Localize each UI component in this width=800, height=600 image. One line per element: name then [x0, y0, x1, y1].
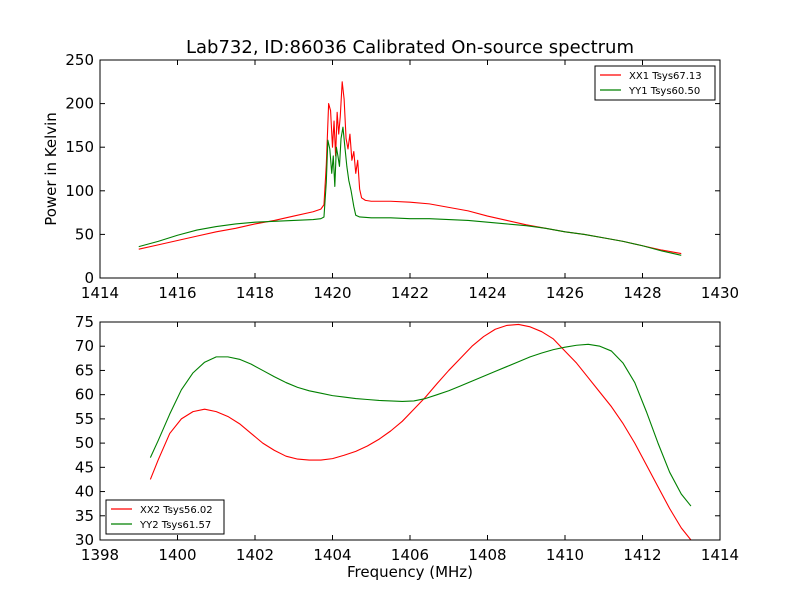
x-tick-label: 1428 — [623, 284, 661, 302]
x-tick-label: 1408 — [468, 546, 506, 564]
x-tick-label: 1422 — [391, 284, 429, 302]
y-tick-label: 45 — [75, 458, 94, 476]
x-tick-label: 1420 — [313, 284, 351, 302]
y-tick-label: 55 — [75, 410, 94, 428]
y-tick-label: 70 — [75, 337, 94, 355]
legend: XX1 Tsys67.13 YY1 Tsys60.50 — [594, 65, 716, 101]
x-tick-label: 1414 — [701, 546, 739, 564]
y-tick-label: 30 — [75, 531, 94, 549]
y-tick-label: 100 — [65, 182, 94, 200]
x-tick-label: 1398 — [81, 546, 119, 564]
bottom-spectrum-chart: 1398 1400 1402 1404 1406 1408 1410 1412 1414 30 35… — [75, 313, 739, 581]
x-tick-label: 1412 — [623, 546, 661, 564]
y-tick-label: 200 — [65, 95, 94, 113]
x-tick-label: 1416 — [158, 284, 196, 302]
legend: XX2 Tsys56.02 YY2 Tsys61.57 — [105, 499, 225, 535]
legend-label: XX2 Tsys56.02 — [140, 505, 213, 516]
figure-title: Lab732, ID:86036 Calibrated On-source sp… — [186, 37, 634, 58]
legend-box — [594, 65, 716, 101]
y-tick-label: 60 — [75, 386, 94, 404]
series-group — [138, 81, 682, 256]
legend-box — [105, 499, 225, 535]
y-tick-label: 50 — [75, 225, 94, 243]
legend-label: YY1 Tsys60.50 — [628, 86, 700, 97]
x-tick-label: 1418 — [236, 284, 274, 302]
x-axis-label: Frequency (MHz) — [347, 563, 473, 581]
x-tick-label: 1414 — [81, 284, 119, 302]
series-group — [149, 323, 692, 540]
x-tick-label: 1400 — [158, 546, 196, 564]
legend-label: YY2 Tsys61.57 — [139, 520, 211, 531]
x-tick-label: 1426 — [546, 284, 584, 302]
x-tick-label: 1402 — [236, 546, 274, 564]
x-tick-label: 1404 — [313, 546, 351, 564]
y-axis-label: Power in Kelvin — [42, 112, 60, 226]
x-tick-label: 1410 — [546, 546, 584, 564]
y-tick-label: 0 — [84, 269, 94, 287]
y-tick-label: 150 — [65, 138, 94, 156]
series-line-yy1 — [138, 126, 682, 256]
top-spectrum-chart: 1414 1416 1418 1420 1422 1424 1426 1428 1430 0 50 1… — [42, 51, 739, 302]
series-line-yy2 — [149, 343, 692, 507]
x-tick-label: 1424 — [468, 284, 506, 302]
y-tick-label: 250 — [65, 51, 94, 69]
y-tick-label: 65 — [75, 361, 94, 379]
x-tick-label: 1430 — [701, 284, 739, 302]
y-tick-label: 75 — [75, 313, 94, 331]
y-tick-label: 50 — [75, 434, 94, 452]
legend-label: XX1 Tsys67.13 — [629, 71, 702, 82]
x-tick-label: 1406 — [391, 546, 429, 564]
y-tick-label: 35 — [75, 507, 94, 525]
series-line-xx1 — [138, 81, 682, 255]
y-tick-label: 40 — [75, 483, 94, 501]
series-line-xx2 — [149, 323, 692, 540]
